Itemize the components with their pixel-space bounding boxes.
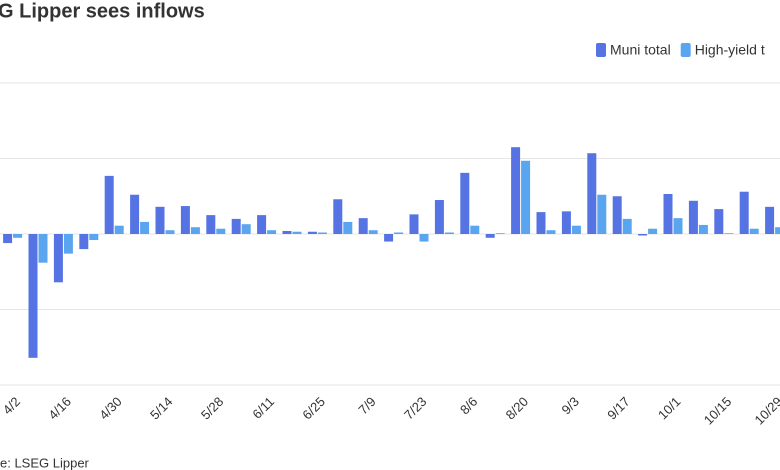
bar <box>394 232 404 234</box>
bar <box>724 233 734 234</box>
bar <box>165 230 175 234</box>
x-tick-label: 4/16 <box>45 394 74 423</box>
bar <box>587 153 597 234</box>
bar <box>409 214 419 234</box>
bar <box>206 215 216 234</box>
bar <box>282 230 292 234</box>
bar <box>521 160 531 234</box>
x-tick-label: 8/6 <box>457 394 480 417</box>
legend-label: Muni total <box>610 42 671 58</box>
x-tick-label: 6/25 <box>299 394 328 423</box>
bar <box>317 232 327 234</box>
bar <box>698 224 708 234</box>
x-tick-label: 8/20 <box>503 394 532 423</box>
bar <box>368 230 378 234</box>
x-tick-label: 9/3 <box>559 394 582 417</box>
x-tick-label: 7/9 <box>355 394 378 417</box>
bar <box>638 234 648 236</box>
x-tick-label: 10/15 <box>701 394 735 428</box>
bar <box>343 221 353 234</box>
bar <box>190 227 200 234</box>
bar <box>434 200 444 234</box>
legend-label: High-yield t <box>695 42 765 58</box>
bar <box>749 228 759 234</box>
bar <box>384 234 394 242</box>
bar <box>470 225 480 234</box>
bar <box>688 200 698 234</box>
bar <box>79 234 89 250</box>
x-tick-label: 7/23 <box>401 394 430 423</box>
bar <box>104 175 114 234</box>
x-tick-label: 6/11 <box>249 394 277 422</box>
source: e: LSEG Lipper <box>0 455 90 470</box>
bar <box>561 211 571 234</box>
bar <box>140 221 150 234</box>
bar <box>444 232 454 234</box>
bar <box>511 147 521 234</box>
bar <box>612 196 622 234</box>
bar <box>714 209 724 234</box>
bar <box>292 231 302 234</box>
bar <box>13 234 23 238</box>
bar <box>571 225 581 234</box>
bar <box>546 230 556 234</box>
x-tick-label: 10/29 <box>752 394 780 428</box>
bar <box>495 233 505 234</box>
bar <box>38 234 48 263</box>
bar <box>536 212 546 234</box>
bar <box>622 218 632 234</box>
bar <box>114 225 124 234</box>
bar <box>775 227 780 234</box>
bar <box>155 206 165 234</box>
legend-swatch <box>680 43 691 57</box>
chart-title: G Lipper sees inflows <box>0 0 205 22</box>
bar <box>765 206 775 234</box>
x-tick-label: 5/14 <box>147 394 176 423</box>
bar <box>307 231 317 234</box>
bar <box>28 234 38 358</box>
bar <box>53 234 63 283</box>
bar <box>333 199 343 234</box>
bar <box>597 194 607 234</box>
bar <box>419 234 429 242</box>
bar <box>673 218 683 234</box>
bar <box>267 230 277 234</box>
x-tick-label: 4/30 <box>96 394 125 423</box>
bar <box>180 206 190 234</box>
legend-swatch <box>596 43 606 57</box>
bar <box>739 191 749 234</box>
x-tick-label: 9/17 <box>604 394 633 423</box>
bar <box>3 234 13 244</box>
bar <box>358 218 368 234</box>
bar <box>485 234 495 238</box>
bar <box>231 218 241 234</box>
bar <box>257 215 267 234</box>
bar <box>241 224 251 234</box>
bar <box>648 228 658 234</box>
x-tick-label: 5/28 <box>198 394 227 423</box>
x-tick-label: 4/2 <box>0 394 23 417</box>
bar <box>130 194 140 234</box>
bar <box>89 234 99 241</box>
x-tick-label: 10/1 <box>655 394 684 423</box>
bar <box>663 193 673 234</box>
bar <box>216 228 226 234</box>
bar <box>460 172 470 234</box>
bar <box>63 234 73 254</box>
